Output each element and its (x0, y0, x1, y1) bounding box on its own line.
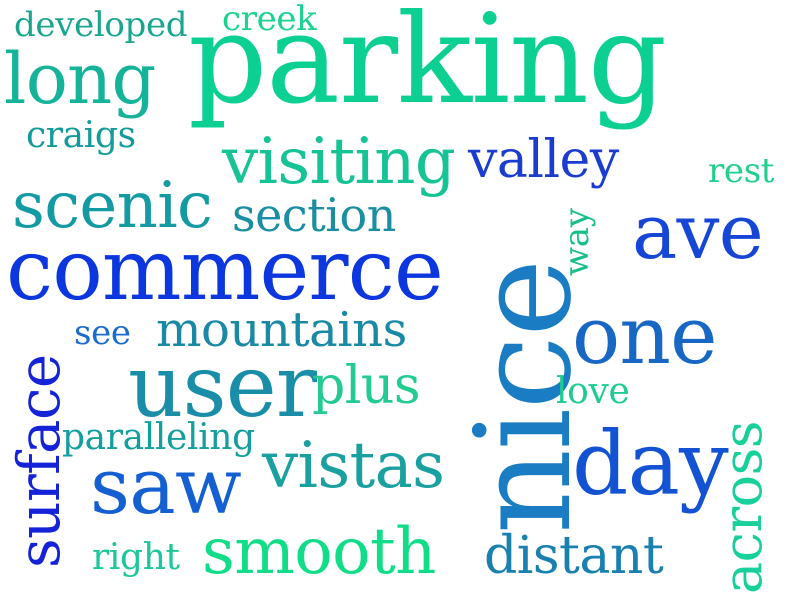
word-one: one (572, 289, 717, 382)
word-ave: ave (632, 187, 764, 276)
word-love: love (556, 371, 630, 412)
word-long: long (4, 38, 156, 120)
word-valley: valley (468, 130, 619, 190)
word-developed: developed (14, 5, 188, 45)
word-parking: parking (188, 0, 667, 132)
word-rest: rest (708, 151, 775, 191)
word-right: right (92, 537, 180, 578)
word-paralleling: paralleling (62, 417, 255, 458)
word-commerce: commerce (6, 221, 444, 319)
word-plus: plus (312, 356, 421, 416)
word-surface: surface (5, 354, 73, 568)
word-saw: saw (90, 442, 242, 532)
word-user: user (128, 337, 317, 437)
word-creek: creek (222, 0, 317, 39)
word-mountains: mountains (156, 302, 407, 358)
word-section: section (232, 188, 396, 242)
word-vistas: vistas (262, 429, 445, 503)
word-see: see (74, 313, 131, 353)
word-scenic: scenic (12, 169, 213, 243)
word-day: day (572, 412, 729, 515)
word-distant: distant (484, 526, 664, 586)
word-smooth: smooth (202, 515, 436, 589)
word-visiting: visiting (222, 125, 456, 199)
word-craigs: craigs (26, 115, 136, 156)
